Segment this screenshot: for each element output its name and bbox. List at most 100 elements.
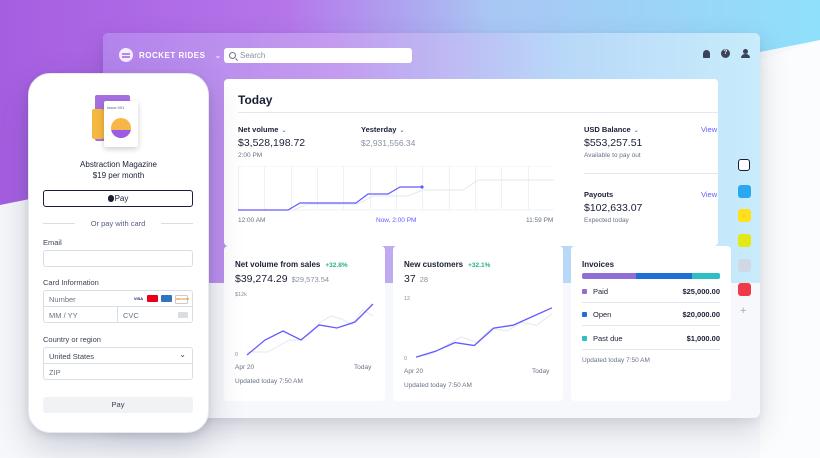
net-sales-value: $39,274.29 (235, 273, 288, 285)
mailchimp-app-icon[interactable] (738, 209, 751, 222)
bell-icon[interactable] (703, 49, 710, 58)
yesterday-label: Yesterday (361, 125, 397, 134)
apple-pay-button[interactable]: Pay (43, 190, 193, 207)
today-card: Today Net volume ⌄ $3,528,198.72 2:00 PM … (224, 79, 718, 246)
net-sales-updated: Updated today 7:50 AM (235, 378, 303, 385)
zip-field[interactable]: ZIP (43, 363, 193, 380)
x-axis-start: Apr 20 (404, 368, 424, 375)
today-series-line (238, 186, 422, 211)
net-volume-value: $3,528,198.72 (238, 137, 306, 149)
net-volume-time: 2:00 PM (238, 152, 263, 159)
or-line-right (161, 223, 193, 224)
new-customers-updated: Updated today 7:50 AM (404, 382, 472, 389)
now-point (420, 185, 424, 189)
current-period-line (415, 307, 553, 358)
invoices-bar-past-due (692, 273, 720, 279)
x-axis-end: Today (532, 368, 550, 375)
rocket-rides-logo-icon (119, 48, 133, 62)
card-number-field[interactable]: Number VISA DISCOVER (43, 290, 193, 307)
y-axis-top: 12 (404, 296, 411, 302)
pay-button[interactable]: Pay (43, 397, 193, 413)
invoice-row-paid[interactable]: Paid $25,000.00 (582, 286, 720, 296)
net-sales-chart (246, 303, 374, 356)
user-icon[interactable] (741, 49, 750, 58)
card-number-placeholder: Number (49, 295, 76, 304)
chat-app-icon[interactable] (738, 185, 751, 198)
invoices-card[interactable]: Invoices Paid $25,000.00 Open $20,000.00… (571, 246, 731, 401)
page-title: Today (238, 93, 273, 107)
account-switcher[interactable]: ROCKET RIDES ⌄ (119, 48, 221, 62)
cvc-card-icon (178, 312, 188, 318)
invoices-title: Invoices (582, 260, 615, 269)
add-app-icon[interactable]: + (740, 305, 747, 317)
country-select[interactable]: United States ⌄ (43, 347, 193, 364)
invoices-updated: Updated today 7:50 AM (582, 357, 650, 364)
row-divider (582, 325, 720, 326)
search-icon (229, 52, 236, 59)
x-axis-end: Today (354, 364, 372, 371)
country-label: Country or region (43, 335, 101, 344)
y-axis-bottom: 0 (235, 352, 239, 358)
product-price: $19 per month (92, 171, 145, 180)
payouts-sub: Expected today (584, 217, 629, 224)
row-divider (582, 349, 720, 350)
new-customers-value: 37 (404, 273, 416, 285)
expiry-field[interactable]: MM / YY (43, 306, 118, 323)
net-volume-selector[interactable]: Net volume ⌄ (238, 125, 286, 134)
download-app-icon[interactable] (738, 234, 751, 247)
chevron-down-icon: ⌄ (214, 50, 222, 60)
usd-balance-label: USD Balance (584, 125, 631, 134)
new-customers-title: New customers (404, 260, 464, 269)
chevron-down-icon: ⌄ (399, 128, 405, 134)
x-axis-now: Now, 2:00 PM (376, 217, 417, 224)
magazine-front-cover: Issue 001 (104, 101, 138, 147)
intercom-app-icon[interactable] (738, 159, 750, 171)
invoices-status-bar (582, 273, 720, 279)
expiry-placeholder: MM / YY (49, 311, 78, 320)
message-app-icon[interactable] (738, 283, 751, 296)
or-text: Or pay with card (90, 219, 146, 228)
card-brand-icons: VISA DISCOVER (133, 295, 189, 304)
search-input[interactable]: Search (224, 48, 412, 63)
visa-icon: VISA (133, 295, 144, 302)
chart-vertical-gridlines (238, 166, 529, 210)
usd-balance-view-link[interactable]: View (701, 125, 718, 134)
invoice-status-name: Paid (593, 286, 609, 296)
country-value: United States (49, 352, 95, 361)
paid-status-dot (582, 288, 587, 294)
new-customers-delta: +32.1% (468, 262, 491, 269)
cvc-field[interactable]: CVC (117, 306, 193, 323)
yesterday-series-line (238, 179, 554, 211)
apple-pay-label: Pay (114, 194, 129, 203)
payouts-value: $102,633.07 (584, 202, 643, 214)
robot-app-icon[interactable] (738, 259, 751, 272)
compare-selector[interactable]: Yesterday ⌄ (361, 125, 404, 134)
new-customers-card[interactable]: New customers +32.1% 37 28 12 0 Apr 20 Tod… (393, 246, 563, 401)
checkout-phone: Issue 001 Abstraction Magazine $19 per m… (28, 73, 209, 433)
invoices-bar-open (636, 273, 692, 279)
email-label: Email (43, 238, 62, 247)
brand-name: ROCKET RIDES (139, 50, 206, 60)
usd-balance-sub: Available to pay out (584, 152, 641, 159)
help-icon[interactable]: ? (721, 49, 730, 58)
payouts-view-link[interactable]: View (701, 190, 718, 199)
invoice-row-past-due[interactable]: Past due $1,000.00 (582, 333, 720, 343)
new-customers-chart (415, 307, 553, 358)
magazine-spine (92, 109, 104, 139)
net-sales-card[interactable]: Net volume from sales +32.8% $39,274.29 $2… (224, 246, 385, 401)
chevron-down-icon: ⌄ (179, 350, 186, 359)
usd-balance-selector[interactable]: USD Balance ⌄ (584, 125, 639, 134)
x-axis-start: Apr 20 (235, 364, 255, 371)
balance-divider (584, 173, 718, 174)
y-axis-bottom: 0 (404, 356, 408, 362)
email-field[interactable] (43, 250, 193, 267)
net-sales-delta: +32.8% (325, 262, 348, 269)
invoice-row-open[interactable]: Open $20,000.00 (582, 309, 720, 319)
x-axis-end: 11:59 PM (526, 217, 554, 224)
invoice-amount: $1,000.00 (686, 333, 720, 343)
amex-icon (161, 295, 172, 302)
current-period-line (246, 303, 374, 356)
net-sales-value-row: $39,274.29 $29,573.54 (235, 273, 329, 285)
cvc-placeholder: CVC (123, 311, 139, 320)
invoices-bar-paid (582, 273, 636, 279)
